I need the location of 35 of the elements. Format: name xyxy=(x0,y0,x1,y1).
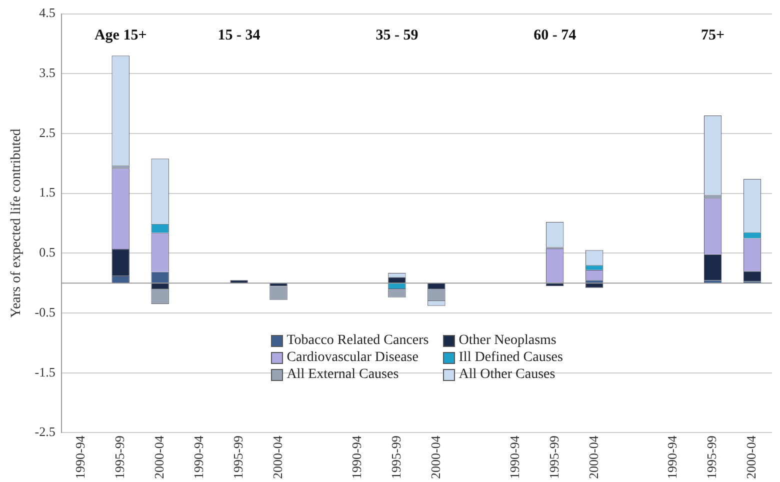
x-tick-label: 2000-04 xyxy=(586,435,601,480)
y-tick-label: 4.5 xyxy=(39,5,56,20)
legend-label: Cardiovascular Disease xyxy=(286,350,418,366)
x-tick-label: 1995-99 xyxy=(546,436,562,480)
x-tick-label: 2000-04 xyxy=(152,435,166,480)
legend-label: Tobacco Related Cancers xyxy=(286,332,429,349)
legend-label: All External Causes xyxy=(286,366,399,383)
legend-label: Other Neoplasms xyxy=(458,332,556,349)
annotation: 60 - 74 xyxy=(534,28,577,44)
y-tick-label: 0.5 xyxy=(39,244,56,260)
legend-label: Ill Defined Causes xyxy=(458,350,563,366)
x-tick-label: 2000-04 xyxy=(744,435,759,480)
annotation: 35 - 59 xyxy=(376,28,418,44)
x-tick-label: 1995-99 xyxy=(112,436,128,480)
x-tick-label: 2000-04 xyxy=(270,435,285,480)
y-axis-title: Years of expected life contributed xyxy=(9,128,24,318)
annotation: 75+ xyxy=(701,28,725,44)
x-tick-label: 1995-99 xyxy=(230,436,246,480)
legend-label: All Other Causes xyxy=(458,366,556,383)
x-tick-label: 1990-94 xyxy=(72,435,88,480)
y-tick-label: 1.5 xyxy=(39,184,56,200)
y-tick-label: 2.5 xyxy=(39,124,56,140)
y-tick-label: -1.5 xyxy=(34,364,56,380)
annotation: Age 15+ xyxy=(94,28,147,44)
y-tick-label: -2.5 xyxy=(34,424,56,440)
x-tick-label: 1990-94 xyxy=(506,435,522,480)
x-tick-label: 2000-04 xyxy=(428,435,443,480)
x-tick-label: 1995-99 xyxy=(704,436,720,480)
x-tick-label: 1995-99 xyxy=(388,436,404,480)
annotation: 15 - 34 xyxy=(218,28,261,44)
x-tick-label: 1990-94 xyxy=(348,435,364,480)
y-tick-label: 3.5 xyxy=(39,65,56,80)
y-tick-label: -0.5 xyxy=(34,304,56,320)
x-tick-label: 1990-94 xyxy=(664,435,680,480)
x-tick-label: 1990-94 xyxy=(190,435,206,480)
